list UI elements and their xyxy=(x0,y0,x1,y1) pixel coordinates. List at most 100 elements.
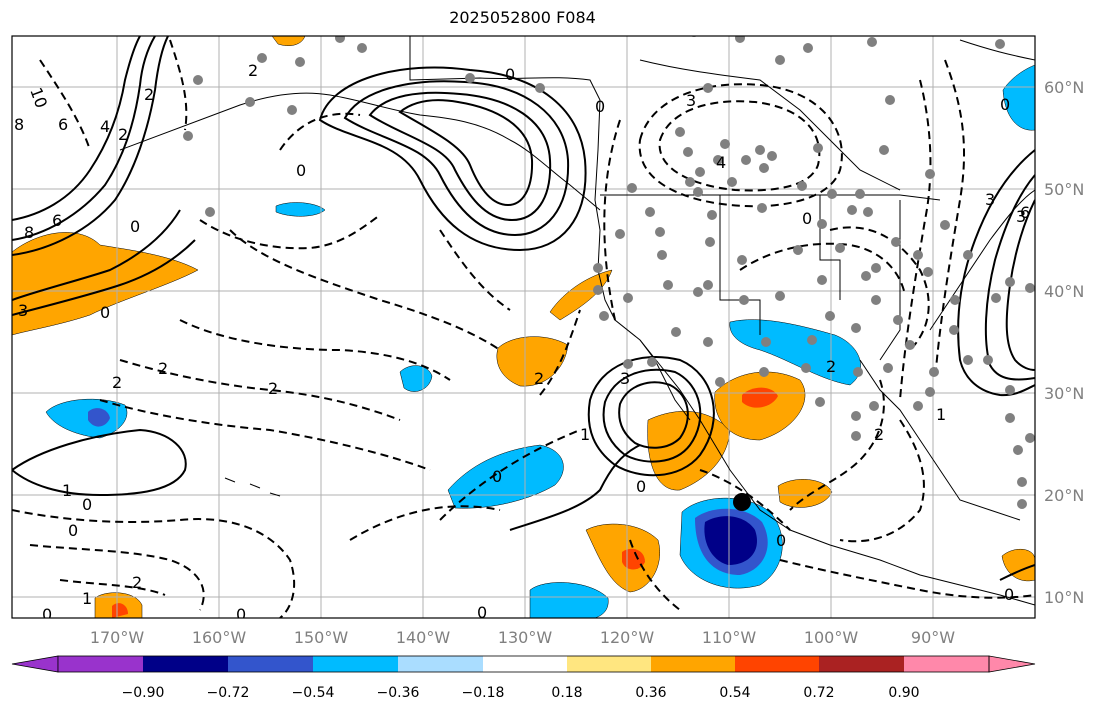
navy-region-pacific-low xyxy=(704,516,757,565)
cyan-region-small-1 xyxy=(275,202,326,217)
lat-tick-label: 10°N xyxy=(1044,588,1084,607)
colorbar-bin xyxy=(313,656,398,672)
contour-label: 3 xyxy=(985,190,995,209)
colorbar-bin xyxy=(483,656,567,672)
contour-label: 0 xyxy=(477,603,487,622)
contour-label: 2 xyxy=(132,573,142,592)
contour-label: 2 xyxy=(268,379,278,398)
dashed-contours xyxy=(12,39,1035,618)
contour-label: 3 xyxy=(686,91,696,110)
contour-label: 0 xyxy=(802,209,812,228)
colorbar-tick-label: 0.90 xyxy=(888,685,919,701)
map-title: 2025052800 F084 xyxy=(449,8,596,27)
colorbar-tick-label: −0.90 xyxy=(122,685,165,701)
colorbar-bin xyxy=(228,656,313,672)
contour-label: 0 xyxy=(595,97,605,116)
red-region-south-1 xyxy=(622,548,645,570)
contour-label: 2 xyxy=(158,359,168,378)
colorbar-extend-low xyxy=(11,655,59,673)
plot-area xyxy=(12,36,1035,618)
contour-label: 0 xyxy=(42,605,52,624)
lon-tick-label: 100°W xyxy=(804,628,859,647)
solid-contours xyxy=(12,36,1035,581)
contour-label: 1 xyxy=(580,425,590,444)
colorbar-tick-label: −0.36 xyxy=(377,685,420,701)
contour-label: 1 xyxy=(62,481,72,500)
storm-center-marker xyxy=(733,493,751,511)
contour-label: 0 xyxy=(1004,585,1014,604)
cyan-region-west xyxy=(45,398,128,439)
contour-label: 4 xyxy=(100,117,110,136)
contour-label: 2 xyxy=(118,125,128,144)
cyan-region-small-2 xyxy=(399,365,433,392)
cyan-region-mid xyxy=(447,444,564,509)
lon-tick-label: 150°W xyxy=(294,628,349,647)
contour-label: 2 xyxy=(874,425,884,444)
contour-label: 2 xyxy=(112,373,122,392)
lat-tick-label: 20°N xyxy=(1044,486,1084,505)
contour-label: 0 xyxy=(296,161,306,180)
colorbar-extend-high xyxy=(988,655,1036,673)
colorbar xyxy=(11,655,1036,673)
contour-label: 0 xyxy=(492,467,502,486)
cyan-region-texas xyxy=(729,319,861,386)
orange-region-mid-1 xyxy=(549,269,613,321)
lat-tick-label: 40°N xyxy=(1044,282,1084,301)
lon-tick-label: 170°W xyxy=(90,628,145,647)
shaded-anomaly-regions xyxy=(12,36,1035,618)
contour-label: 1 xyxy=(82,589,92,608)
latitude-axis: 60°N 50°N 40°N 30°N 20°N 10°N xyxy=(1044,78,1084,607)
blue-region-west xyxy=(88,408,110,427)
red-region-sw xyxy=(112,603,128,618)
orange-region-central-america xyxy=(1001,549,1035,582)
colorbar-bin xyxy=(735,656,819,672)
colorbar-bin xyxy=(567,656,651,672)
colorbar-bin xyxy=(904,656,989,672)
lon-tick-label: 160°W xyxy=(192,628,247,647)
colorbar-bin xyxy=(143,656,228,672)
lat-tick-label: 30°N xyxy=(1044,384,1084,403)
colorbar-tick-label: 0.72 xyxy=(803,685,834,701)
contour-label: 0 xyxy=(68,521,78,540)
contour-label: 0 xyxy=(130,217,140,236)
contour-label: 6 xyxy=(1020,203,1030,222)
colorbar-ticks: −0.90 −0.72 −0.54 −0.36 −0.18 0.18 0.36 … xyxy=(122,685,920,701)
colorbar-bin xyxy=(819,656,904,672)
cyan-region-south xyxy=(529,582,609,618)
contour-label: 8 xyxy=(14,115,24,134)
contour-label: 2 xyxy=(826,357,836,376)
contour-label: 2 xyxy=(248,61,258,80)
colorbar-bin xyxy=(398,656,483,672)
contour-label: 0 xyxy=(236,605,246,624)
contour-label: 4 xyxy=(716,153,726,172)
contour-label: 6 xyxy=(52,211,62,230)
plot-frame xyxy=(11,35,1036,619)
colorbar-bin xyxy=(58,656,143,672)
colorbar-bin xyxy=(651,656,735,672)
contour-label: 0 xyxy=(776,531,786,550)
colorbar-tick-label: 0.54 xyxy=(719,685,750,701)
contour-label: 2 xyxy=(144,85,154,104)
contour-label: 0 xyxy=(505,65,515,84)
lon-tick-label: 90°W xyxy=(911,628,955,647)
lon-tick-label: 110°W xyxy=(702,628,757,647)
lat-tick-label: 60°N xyxy=(1044,78,1084,97)
colorbar-tick-label: 0.36 xyxy=(635,685,666,701)
contour-label: 0 xyxy=(100,303,110,322)
lon-tick-label: 140°W xyxy=(396,628,451,647)
contour-label: 0 xyxy=(1000,95,1010,114)
contour-label: 3 xyxy=(620,369,630,388)
contour-label: 3 xyxy=(1016,207,1026,226)
colorbar-tick-label: −0.72 xyxy=(207,685,250,701)
contour-label: 8 xyxy=(24,223,34,242)
contour-label: 6 xyxy=(58,115,68,134)
lon-tick-label: 120°W xyxy=(600,628,655,647)
colorbar-tick-label: 0.18 xyxy=(551,685,582,701)
orange-region-south-mexico xyxy=(777,479,833,508)
colorbar-tick-label: −0.18 xyxy=(462,685,505,701)
lat-tick-label: 50°N xyxy=(1044,180,1084,199)
contour-label: 1 xyxy=(936,405,946,424)
contour-label: 0 xyxy=(82,495,92,514)
lon-tick-label: 130°W xyxy=(498,628,553,647)
